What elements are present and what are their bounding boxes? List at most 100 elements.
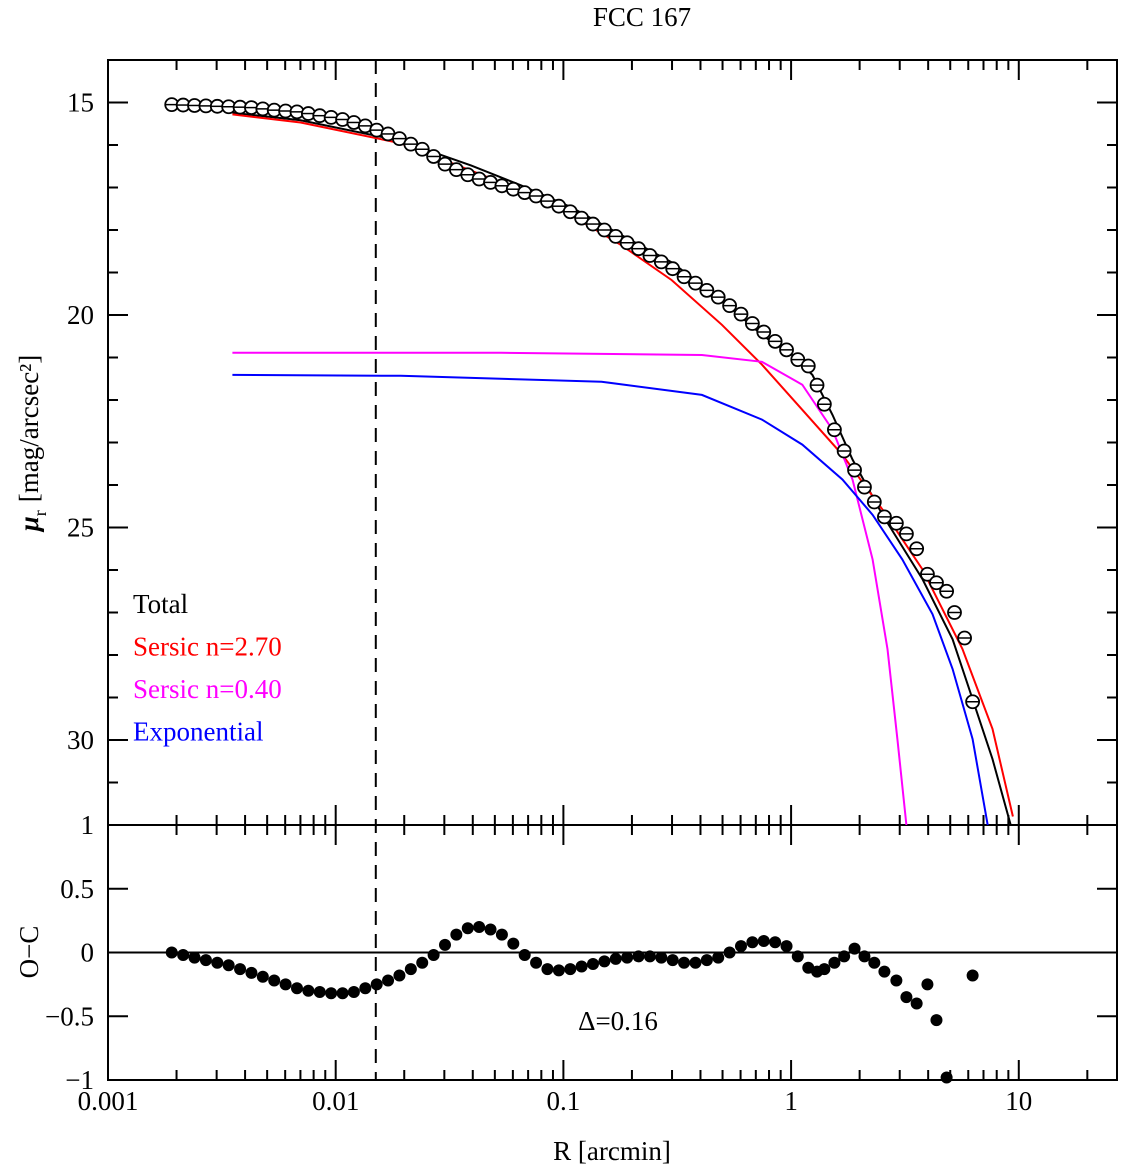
model-curve bbox=[232, 373, 989, 825]
model-curve bbox=[232, 113, 1014, 817]
data-point bbox=[847, 462, 862, 478]
residual-point bbox=[791, 950, 804, 963]
annotation: Δ=0.16 bbox=[578, 1006, 658, 1036]
residual-point bbox=[461, 922, 474, 935]
residual-point bbox=[530, 956, 543, 969]
x-axis-label: R [arcmin] bbox=[553, 1136, 671, 1166]
data-point bbox=[426, 149, 442, 164]
curves bbox=[232, 111, 1014, 825]
y-tick-label: 25 bbox=[67, 513, 94, 543]
residual-point bbox=[930, 1014, 943, 1027]
residual-point bbox=[211, 956, 224, 969]
y-tick-label: 0 bbox=[81, 938, 95, 968]
residual-point bbox=[900, 991, 913, 1004]
residual-point bbox=[473, 921, 486, 933]
data-point bbox=[816, 396, 832, 412]
residual-point bbox=[279, 978, 292, 991]
data-point bbox=[551, 198, 567, 214]
y-label-sub: r bbox=[30, 510, 50, 516]
data-point bbox=[403, 136, 419, 152]
residual-point bbox=[313, 986, 326, 999]
data-point bbox=[653, 254, 669, 270]
residual-point bbox=[450, 928, 463, 941]
data-point bbox=[483, 174, 498, 190]
residual-point bbox=[188, 951, 201, 964]
residual-point bbox=[632, 950, 645, 963]
residual-point bbox=[712, 951, 725, 964]
residual-point bbox=[518, 949, 531, 962]
y-label-unit: [mag/arcsec²] bbox=[14, 355, 44, 503]
y-axis-label: μr [mag/arcsec²] bbox=[14, 355, 50, 534]
data-point bbox=[866, 494, 882, 510]
residual-point bbox=[858, 950, 871, 963]
residual-point bbox=[199, 954, 212, 967]
data-point bbox=[414, 141, 430, 157]
data-point bbox=[836, 443, 852, 459]
residual-point bbox=[495, 928, 508, 941]
residual-point bbox=[234, 963, 247, 976]
data-point bbox=[528, 188, 544, 204]
data-point bbox=[437, 156, 453, 172]
y2-axis-label: O−C bbox=[14, 926, 44, 979]
x-tick-label: 1 bbox=[784, 1086, 798, 1116]
data-point bbox=[608, 228, 624, 244]
data-point bbox=[574, 210, 589, 226]
residual-point bbox=[552, 964, 565, 977]
x-tick-label: 0.01 bbox=[312, 1086, 359, 1116]
data-point bbox=[877, 509, 892, 525]
residual-point bbox=[734, 940, 747, 953]
data-point bbox=[827, 422, 842, 438]
data-point bbox=[800, 358, 816, 374]
data-point bbox=[888, 515, 904, 531]
y-tick-label: 20 bbox=[67, 300, 94, 330]
residual-point bbox=[621, 951, 634, 964]
x-tick-label: 10 bbox=[1005, 1086, 1032, 1116]
residual-point bbox=[564, 963, 577, 976]
residual-point bbox=[245, 966, 258, 979]
legend-entry: Sersic n=2.70 bbox=[133, 632, 282, 662]
data-point bbox=[899, 526, 914, 542]
data-point bbox=[920, 566, 935, 582]
residual-point bbox=[256, 970, 269, 983]
residual-point bbox=[700, 954, 713, 967]
y-label-symbol: μ bbox=[14, 516, 44, 533]
residual-point bbox=[393, 969, 406, 982]
data-point bbox=[369, 122, 385, 138]
residual-point bbox=[838, 950, 851, 963]
residual-point bbox=[416, 956, 429, 969]
data-point bbox=[929, 575, 944, 591]
data-point bbox=[209, 98, 225, 114]
residual-point bbox=[382, 974, 395, 987]
residual-point bbox=[723, 946, 736, 959]
residual-point bbox=[404, 963, 417, 976]
x-tick-label: 0.001 bbox=[78, 1086, 139, 1116]
residual-point bbox=[848, 942, 861, 955]
residual-point bbox=[541, 963, 554, 976]
residual-point bbox=[427, 949, 440, 962]
residual-point bbox=[507, 937, 520, 950]
model-curve bbox=[232, 351, 908, 825]
residual-point bbox=[940, 1071, 953, 1084]
residual-point bbox=[746, 936, 759, 949]
data-point bbox=[965, 694, 981, 710]
y-tick-label: 30 bbox=[67, 725, 94, 755]
data-point bbox=[688, 275, 703, 291]
data-point bbox=[335, 112, 350, 127]
residual-point bbox=[769, 936, 782, 949]
data-point bbox=[676, 269, 692, 285]
residual-point bbox=[757, 935, 770, 948]
residual-point bbox=[828, 956, 841, 969]
data-point bbox=[665, 261, 681, 277]
residual-point bbox=[666, 954, 679, 967]
residual-point bbox=[359, 982, 372, 995]
residual-point bbox=[910, 997, 923, 1010]
data-point bbox=[619, 235, 635, 251]
residual-point bbox=[643, 950, 656, 963]
data-point bbox=[756, 324, 772, 340]
residual-point bbox=[678, 956, 691, 969]
chart-title: FCC 167 bbox=[593, 2, 691, 32]
residual-point bbox=[302, 984, 315, 997]
residual-point bbox=[370, 978, 383, 991]
residual-point bbox=[598, 955, 611, 968]
